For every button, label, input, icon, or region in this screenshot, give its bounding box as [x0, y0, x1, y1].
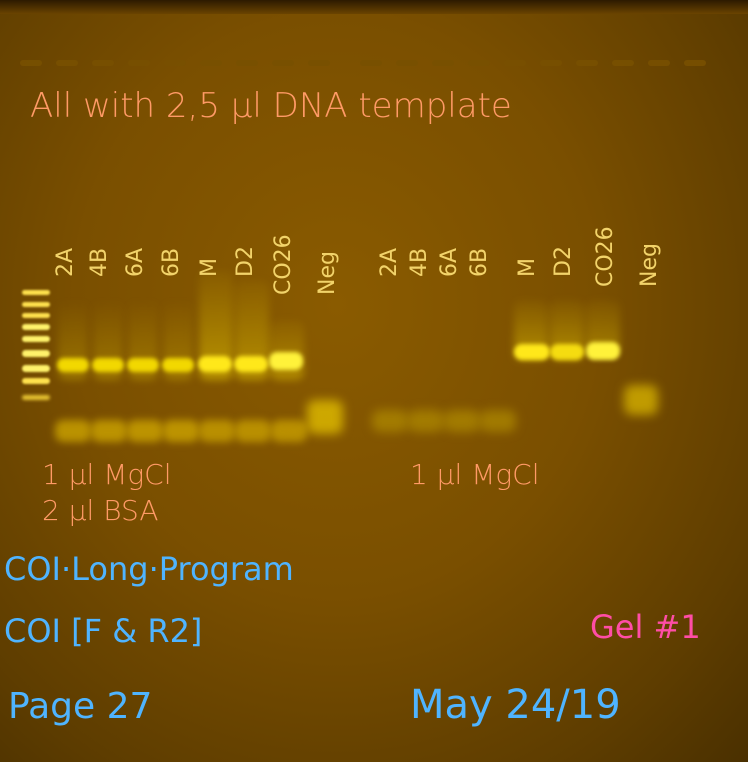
ladder-band: [22, 378, 50, 384]
lane-label: Neg: [315, 251, 340, 295]
well: [576, 60, 598, 66]
well: [504, 60, 526, 66]
smear: [270, 320, 304, 380]
condition-note: 2 µl BSA: [42, 494, 159, 527]
ladder-band: [22, 313, 50, 318]
well: [540, 60, 562, 66]
lane-label: D2: [551, 246, 576, 277]
well: [396, 60, 418, 66]
lane-label: CO26: [271, 234, 296, 295]
condition-note: 1 µl MgCl: [410, 458, 540, 491]
lane-label: D2: [233, 246, 258, 277]
ladder-band: [22, 336, 50, 342]
primer-dimer: [91, 420, 127, 442]
ladder-band: [22, 324, 50, 330]
ladder-band: [22, 395, 50, 400]
well: [92, 60, 114, 66]
primer-dimer: [480, 410, 516, 432]
well: [56, 60, 78, 66]
well: [128, 60, 150, 66]
lane-label: 4B: [407, 247, 432, 277]
pcr-band: [57, 358, 89, 372]
condition-note: 1 µl MgCl: [42, 458, 172, 491]
lane-label: Neg: [637, 243, 662, 287]
page-note: Page 27: [8, 686, 153, 727]
well: [648, 60, 670, 66]
pcr-band: [586, 342, 620, 360]
primer-dimer: [235, 420, 271, 442]
pcr-band: [514, 344, 550, 360]
lane-label: M: [197, 258, 222, 277]
well: [360, 60, 382, 66]
well: [308, 60, 330, 66]
pcr-band: [127, 358, 159, 372]
template-note: All with 2,5 µl DNA template: [30, 86, 512, 126]
primer-dimer: [55, 420, 91, 442]
program-note: COI·Long·Program: [4, 550, 294, 588]
lane-label: CO26: [593, 226, 618, 287]
primer-dimer: [444, 410, 480, 432]
lane-label: 6B: [467, 247, 492, 277]
lane-label: 2A: [377, 247, 402, 277]
well: [236, 60, 258, 66]
pcr-band: [198, 356, 232, 372]
lane-label: M: [515, 258, 540, 277]
well: [20, 60, 42, 66]
primer-note: COI [F & R2]: [4, 612, 203, 650]
pcr-band: [269, 352, 303, 370]
well: [612, 60, 634, 66]
gel-number-note: Gel #1: [590, 608, 701, 646]
lane-label: 6A: [437, 247, 462, 277]
well: [432, 60, 454, 66]
pcr-band: [234, 356, 268, 372]
well: [684, 60, 706, 66]
primer-dimer: [199, 420, 235, 442]
pcr-band: [550, 344, 584, 360]
well: [164, 60, 186, 66]
pcr-band: [162, 358, 194, 372]
primer-dimer: [127, 420, 163, 442]
primer-dimer: [624, 385, 658, 415]
well-row: [20, 60, 720, 68]
date-note: May 24/19: [410, 682, 621, 728]
ladder-band: [22, 302, 50, 307]
well: [468, 60, 490, 66]
pcr-band: [92, 358, 124, 372]
lane-label: 6A: [123, 247, 148, 277]
primer-dimer: [163, 420, 199, 442]
gel-top-edge: [0, 0, 748, 14]
lane-label: 6B: [159, 247, 184, 277]
ladder-band: [22, 290, 50, 295]
lane-label: 4B: [87, 247, 112, 277]
lane-label: 2A: [53, 247, 78, 277]
primer-dimer: [307, 400, 343, 434]
well: [272, 60, 294, 66]
well: [200, 60, 222, 66]
ladder-band: [22, 350, 50, 357]
ladder-band: [22, 365, 50, 372]
primer-dimer: [372, 410, 408, 432]
primer-dimer: [271, 420, 307, 442]
primer-dimer: [408, 410, 444, 432]
